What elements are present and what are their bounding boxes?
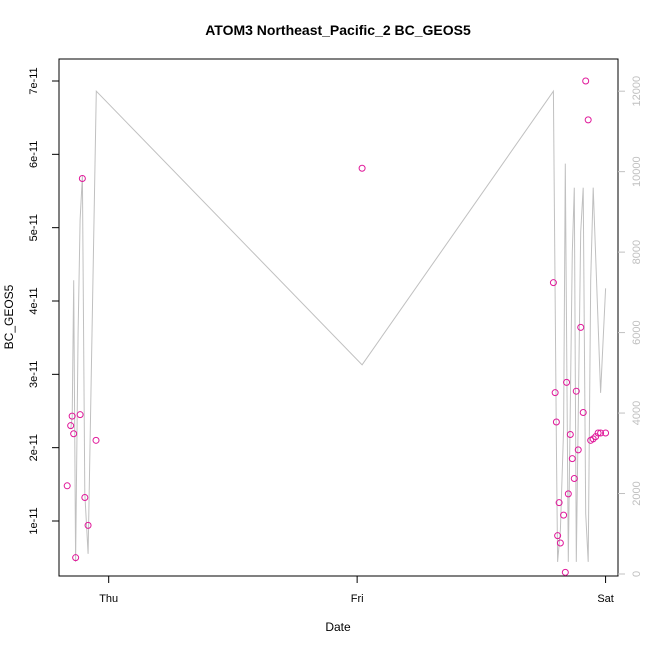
data-point <box>594 429 602 437</box>
x-tick-label: Fri <box>351 593 364 605</box>
data-point <box>68 412 76 420</box>
data-point <box>70 430 78 438</box>
x-tick-label: Thu <box>99 593 118 605</box>
y2-tick-label: 6000 <box>631 320 643 344</box>
data-point <box>570 474 578 482</box>
data-point <box>552 418 560 426</box>
data-point <box>572 387 580 395</box>
data-point <box>551 389 559 397</box>
data-point <box>554 532 562 540</box>
data-point <box>76 411 84 419</box>
y-tick-label: 4e-11 <box>28 287 40 314</box>
data-point <box>577 323 585 331</box>
data-point <box>582 77 590 85</box>
x-axis: Thu Fri Sat <box>99 576 614 605</box>
y-tick-label: 7e-11 <box>28 67 40 94</box>
data-point <box>568 455 576 463</box>
data-point <box>563 378 571 386</box>
y2-tick-label: 0 <box>631 571 643 577</box>
y-tick-label: 1e-11 <box>28 507 40 534</box>
data-point <box>92 436 100 444</box>
point-series <box>63 77 610 576</box>
y2-tick-label: 12000 <box>631 76 643 107</box>
y-tick-label: 2e-11 <box>28 434 40 461</box>
y2-tick-label: 2000 <box>631 481 643 505</box>
y2-tick-label: 10000 <box>631 156 643 187</box>
y-tick-label: 3e-11 <box>28 361 40 388</box>
y-axis-right: 0 2000 4000 6000 8000 10000 12000 <box>618 76 643 577</box>
data-point <box>63 482 71 490</box>
line-series <box>70 89 607 562</box>
y-axis-left: 1e-11 2e-11 3e-11 4e-11 5e-11 6e-11 7e-11 <box>28 67 59 535</box>
data-point <box>584 116 592 124</box>
data-point <box>84 521 92 529</box>
y2-tick-label: 8000 <box>631 240 643 264</box>
data-point <box>549 279 557 287</box>
data-point <box>72 554 80 562</box>
data-point <box>81 494 89 502</box>
y-tick-label: 5e-11 <box>28 214 40 241</box>
data-point <box>602 429 610 437</box>
data-point <box>555 499 563 507</box>
chart-title: ATOM3 Northeast_Pacific_2 BC_GEOS5 <box>205 22 471 38</box>
data-point <box>564 490 572 498</box>
data-point <box>358 164 366 172</box>
data-point <box>67 422 75 430</box>
y-axis-label: BC_GEOS5 <box>2 284 16 349</box>
plot-frame <box>58 58 619 577</box>
data-point <box>574 446 582 454</box>
y-tick-label: 6e-11 <box>28 141 40 168</box>
data-point <box>78 175 86 183</box>
x-tick-label: Sat <box>597 593 614 605</box>
y2-tick-label: 4000 <box>631 401 643 425</box>
x-axis-label: Date <box>325 620 351 634</box>
data-point <box>566 430 574 438</box>
data-point <box>556 539 564 547</box>
data-point <box>579 408 587 416</box>
data-point <box>560 511 568 519</box>
data-point <box>597 429 605 437</box>
series-line <box>70 89 607 562</box>
data-point <box>561 568 569 576</box>
